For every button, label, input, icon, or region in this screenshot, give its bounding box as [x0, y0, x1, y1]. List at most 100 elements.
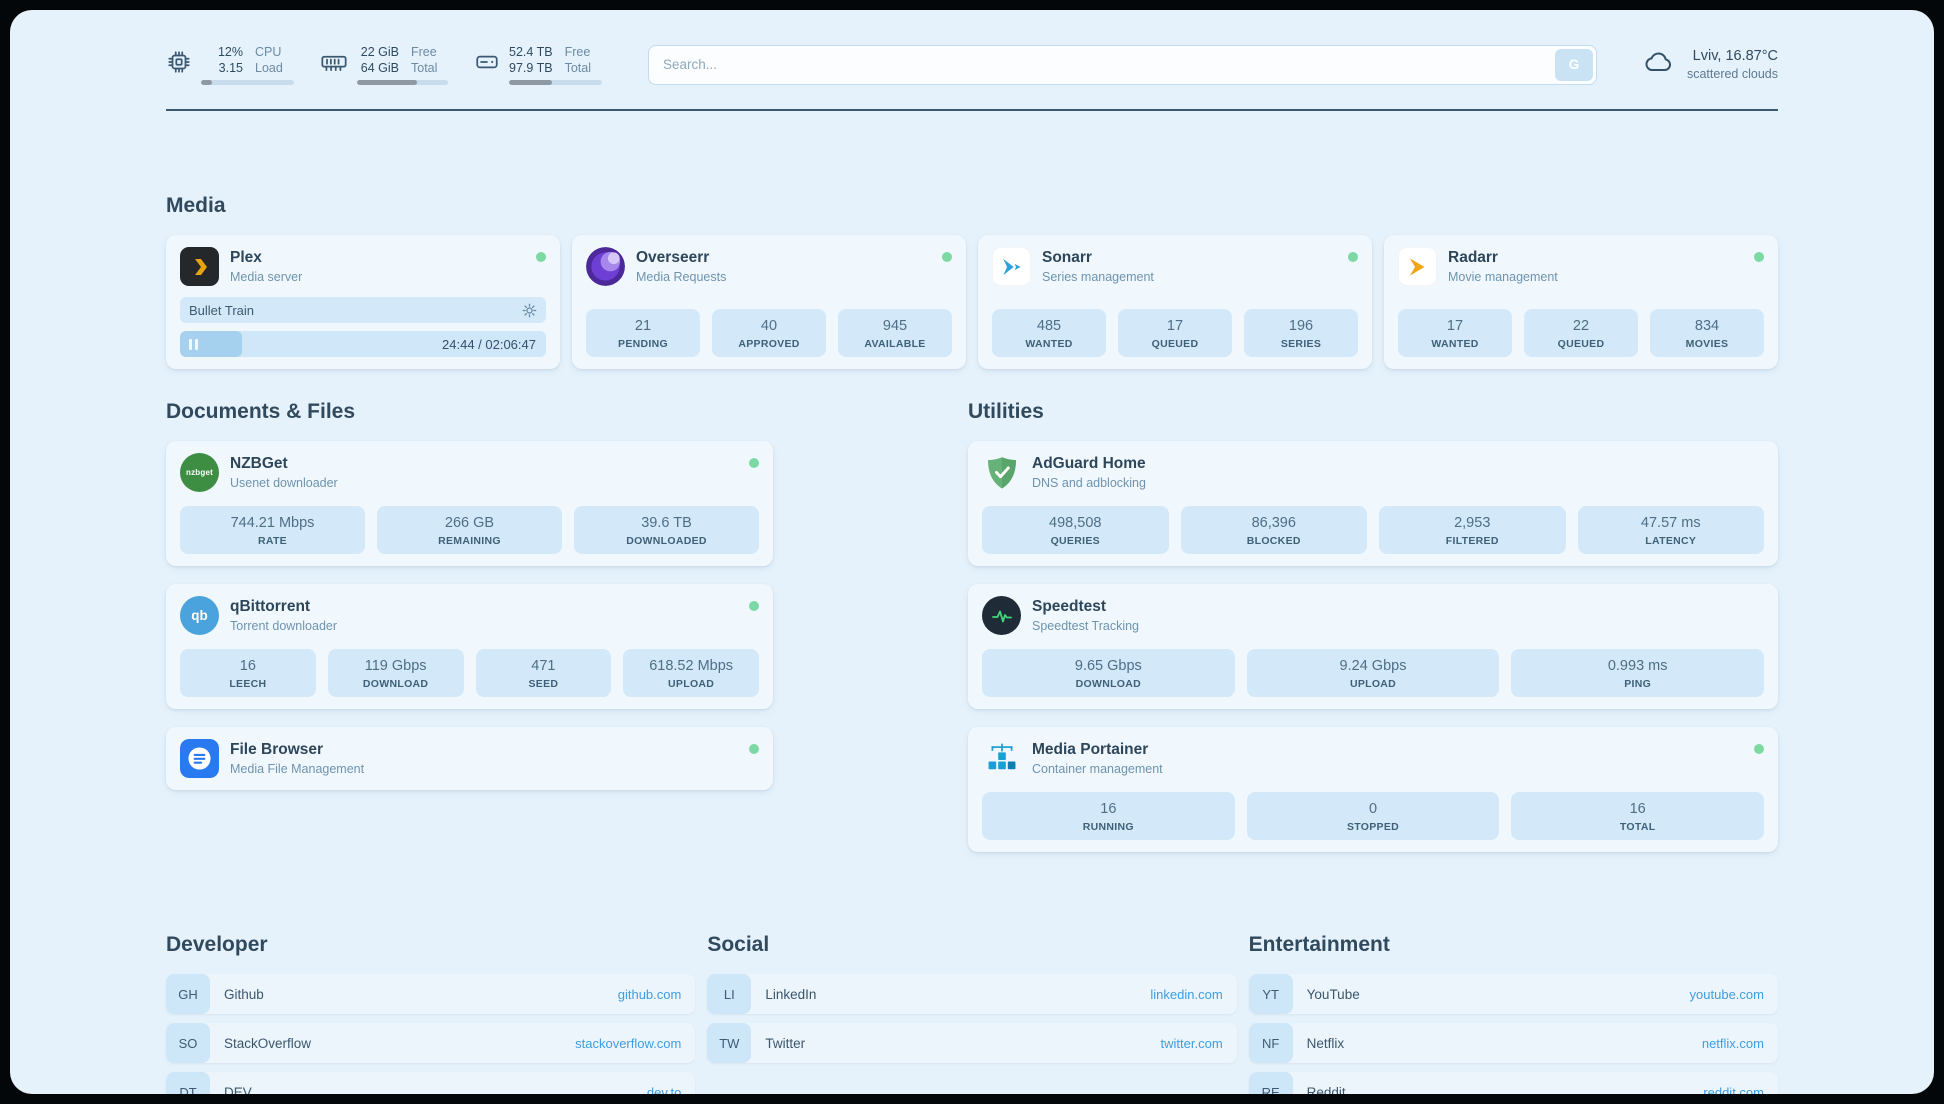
bookmark-stackoverflow[interactable]: SO StackOverflow stackoverflow.com: [166, 1023, 696, 1063]
service-link-adguard[interactable]: AdGuard Home DNS and adblocking: [982, 453, 1764, 492]
service-name: Overseerr: [636, 249, 710, 266]
system-widgets: 12% 3.15 CPU Load: [166, 44, 602, 85]
stats-row: 9.65 Gbps DOWNLOAD 9.24 Gbps UPLOAD 0.99…: [982, 635, 1765, 697]
stats-row: 16 RUNNING 0 STOPPED 16 TOTAL: [982, 778, 1765, 840]
card-speedtest: Speedtest Speedtest Tracking 9.65 Gbps D…: [968, 584, 1778, 709]
status-dot: [749, 744, 759, 754]
status-dot: [1348, 252, 1358, 262]
section-developer: Developer GH Github github.com SO StackO…: [166, 932, 696, 1095]
playback-progress-bar[interactable]: 24:44 / 02:06:47: [180, 331, 546, 357]
stat-block: 17 WANTED: [1398, 309, 1512, 357]
service-name: AdGuard Home: [1032, 455, 1146, 472]
stat-label: RUNNING: [1082, 821, 1134, 833]
service-link-qbittorrent[interactable]: qb qBittorrent Torrent downloader: [180, 596, 759, 635]
stat-label: REMAINING: [438, 535, 501, 547]
memory-free-label: Free: [411, 45, 437, 59]
stat-label: STOPPED: [1346, 821, 1400, 833]
search-provider-button[interactable]: G: [1554, 48, 1593, 81]
stat-value: 834: [1694, 318, 1720, 334]
memory-progress-fill: [357, 80, 418, 85]
bookmark-reddit[interactable]: RE Reddit reddit.com: [1248, 1072, 1778, 1095]
stats-row: 485 WANTED 17 QUEUED 196 SERIES: [992, 295, 1358, 357]
stat-value: 16: [1100, 801, 1117, 817]
portainer-icon: [982, 739, 1021, 778]
stat-label: AVAILABLE: [864, 338, 926, 350]
stat-block: 119 Gbps DOWNLOAD: [327, 649, 464, 697]
memory-free: 22 GiB: [360, 45, 399, 59]
header-divider: [166, 109, 1778, 111]
cpu-load-label: Load: [255, 61, 283, 75]
stat-label: DOWNLOAD: [1075, 678, 1142, 690]
bookmark-name: LinkedIn: [765, 986, 817, 1002]
cpu-label: CPU: [255, 45, 282, 59]
bookmark-name: Github: [224, 986, 264, 1002]
status-dot: [749, 458, 759, 468]
stat-value: 17: [1446, 318, 1464, 334]
stat-value: 9.65 Gbps: [1074, 658, 1142, 674]
stat-block: 9.24 Gbps UPLOAD: [1246, 649, 1500, 697]
status-dot: [1754, 744, 1764, 754]
section-media: Media Plex Media server Bullet Train: [166, 193, 1778, 369]
stat-label: LATENCY: [1645, 535, 1697, 547]
bookmark-domain: reddit.com: [1703, 1084, 1764, 1095]
section-title-developer: Developer: [166, 933, 268, 956]
section-utilities: Utilities AdGuard Home DNS and adblockin…: [968, 399, 1778, 870]
stat-value: 21: [634, 318, 652, 334]
stat-value: 47.57 ms: [1640, 515, 1701, 531]
memory-ram-icon: [320, 48, 348, 76]
service-link-portainer[interactable]: Media Portainer Container management: [982, 739, 1764, 778]
bookmark-twitter[interactable]: TW Twitter twitter.com: [707, 1023, 1237, 1063]
bookmark-name: YouTube: [1306, 986, 1360, 1002]
service-link-speedtest[interactable]: Speedtest Speedtest Tracking: [982, 596, 1764, 635]
memory-progress-bar: [357, 80, 448, 85]
stat-block: 834 MOVIES: [1650, 309, 1764, 357]
now-playing-title: Bullet Train: [189, 302, 255, 318]
stats-row: 744.21 Mbps RATE 266 GB REMAINING 39.6 T…: [180, 492, 759, 554]
service-subtitle: Movie management: [1448, 270, 1558, 284]
bookmark-github[interactable]: GH Github github.com: [166, 974, 696, 1014]
service-link-nzbget[interactable]: nzbget NZBGet Usenet downloader: [180, 453, 759, 492]
speedtest-icon: [982, 596, 1021, 635]
stat-value: 485: [1036, 318, 1062, 334]
card-overseerr: Overseerr Media Requests 21 PENDING 40 A…: [572, 235, 966, 369]
bookmark-youtube[interactable]: YT YouTube youtube.com: [1248, 974, 1778, 1014]
bookmark-linkedin[interactable]: LI LinkedIn linkedin.com: [707, 974, 1237, 1014]
pause-icon[interactable]: [189, 338, 198, 350]
card-radarr: Radarr Movie management 17 WANTED 22 QUE…: [1384, 235, 1778, 369]
disk-total-label: Total: [564, 61, 591, 75]
stat-label: TOTAL: [1619, 821, 1656, 833]
radarr-icon: [1398, 247, 1437, 286]
service-link-radarr[interactable]: Radarr Movie management: [1398, 247, 1764, 286]
card-sonarr: Sonarr Series management 485 WANTED 17 Q…: [978, 235, 1372, 369]
cpu-progress-fill: [201, 80, 213, 85]
gear-icon[interactable]: [522, 303, 537, 318]
service-subtitle: Speedtest Tracking: [1032, 619, 1140, 633]
stat-value: 498,508: [1049, 515, 1102, 531]
stat-block: 9.65 Gbps DOWNLOAD: [982, 649, 1235, 697]
stat-block: 471 SEED: [475, 649, 612, 697]
disk-icon: [474, 49, 500, 75]
stat-value: 744.21 Mbps: [230, 515, 315, 531]
status-dot: [1754, 252, 1764, 262]
service-link-plex[interactable]: Plex Media server: [180, 247, 546, 286]
service-link-overseerr[interactable]: Overseerr Media Requests: [586, 247, 952, 286]
stat-label: QUEUED: [1557, 338, 1605, 350]
search-input[interactable]: [648, 44, 1597, 85]
card-portainer: Media Portainer Container management 16 …: [968, 727, 1778, 852]
stat-value: 16: [1629, 801, 1646, 817]
service-subtitle: Torrent downloader: [230, 619, 338, 633]
stat-block: 16 LEECH: [180, 649, 316, 697]
bookmark-name: Netflix: [1306, 1035, 1345, 1051]
adguard-icon: [982, 453, 1021, 492]
service-link-filebrowser[interactable]: File Browser Media File Management: [180, 739, 759, 778]
service-link-sonarr[interactable]: Sonarr Series management: [992, 247, 1358, 286]
service-name: File Browser: [230, 741, 324, 758]
disk-free-label: Free: [564, 45, 591, 59]
stat-block: 2,953 FILTERED: [1379, 506, 1566, 554]
bookmark-netflix[interactable]: NF Netflix netflix.com: [1248, 1023, 1778, 1063]
stat-value: 86,396: [1251, 515, 1296, 531]
bookmark-domain: dev.to: [646, 1084, 682, 1095]
bookmark-dev[interactable]: DT DEV dev.to: [166, 1072, 696, 1095]
stat-block: 17 QUEUED: [1118, 309, 1232, 357]
stat-value: 618.52 Mbps: [649, 658, 734, 674]
